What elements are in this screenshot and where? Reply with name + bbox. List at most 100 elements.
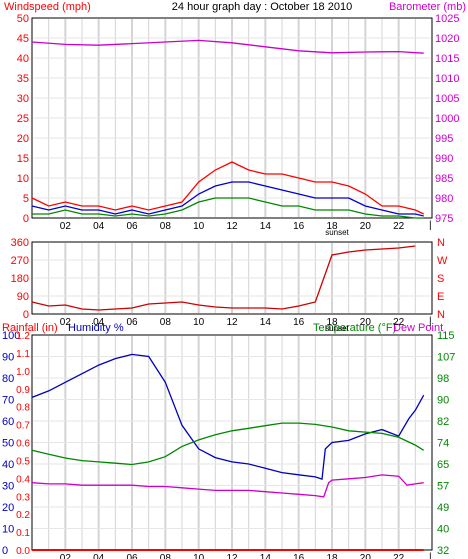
y-tick-label: 74 [437,438,449,450]
y-tick-label: 25 [17,113,29,125]
y-tick-label: 10 [17,173,29,185]
wind_avg-line [31,181,424,217]
y-tick-label: 1025 [435,13,459,25]
humidity-axis-label: Humidity % [68,322,124,334]
humidity-tick-label: 10 [2,524,14,536]
y-tick-label: 980 [435,193,453,205]
y-tick-label: 1005 [435,93,459,105]
graph-title: 24 hour graph day : October 18 2010 [172,1,352,13]
temperature-line [31,422,425,466]
y-tick-label: 115 [437,330,455,342]
x-tick-label: 20 [360,553,372,559]
x-tick-label: 08 [160,221,172,232]
x-tick-label: 14 [260,317,272,328]
x-tick-label: 02 [60,317,72,328]
y-tick-label: 1020 [435,33,459,45]
barometer-line [31,39,424,54]
wind_gust-line [31,161,424,215]
y-tick-label: 82 [437,416,449,428]
y-tick-label: 50 [17,13,29,25]
y-tick-label: 0 [23,309,29,321]
x-tick-label: 10 [193,317,205,328]
x-tick-label: 16 [293,221,305,232]
y-tick-label: 40 [437,524,449,536]
y-tick-label: 180 [11,273,29,285]
x-tick-label: 04 [93,553,105,559]
y-tick-label: 990 [435,153,453,165]
x-tick-label: 10 [193,221,205,232]
x-end-marker: | [429,552,432,559]
x-tick-label: 04 [93,221,105,232]
humidity-tick-label: 0 [2,545,8,557]
y-tick-label: 270 [11,255,29,267]
x-end-marker: | [429,220,432,231]
y-tick-label: 0 [23,213,29,225]
y-tick-label: N [437,309,445,321]
x-tick-label: 22 [393,553,405,559]
sunset-label: sunset [325,324,349,333]
rainfall-tick-label: 0.3 [16,492,30,503]
y-tick-label: 360 [11,237,29,249]
rainfall-tick-label: 0.1 [16,528,30,539]
y-tick-label: 49 [437,502,449,514]
y-tick-label: 107 [437,352,455,364]
y-tick-label: 975 [435,213,453,225]
y-tick-label: 15 [17,153,29,165]
x-tick-label: 18 [326,317,338,328]
y-tick-label: 20 [17,133,29,145]
y-tick-label: 98 [437,373,449,385]
x-tick-label: 14 [260,553,272,559]
temperature-axis-label: Temperature (°F) [313,322,396,334]
y-tick-label: 90 [17,291,29,303]
rainfall-tick-label: 0.8 [16,403,30,414]
x-tick-label: 16 [293,317,305,328]
y-tick-label: 35 [17,73,29,85]
y-tick-label: 65 [437,459,449,471]
rainfall-tick-label: 1.1 [16,349,30,360]
x-tick-label: 12 [226,553,238,559]
rainfall-axis-label: Rainfall (in) [2,322,58,334]
sunset-label: sunset [325,228,349,237]
humidity-tick-label: 40 [2,459,14,471]
windspeed-axis-label: Windspeed (mph) [4,1,91,13]
y-tick-label: 1000 [435,113,459,125]
humidity-tick-label: 90 [2,352,14,364]
barometer-axis-label: Barometer (mb) [389,1,466,13]
x-tick-label: 12 [226,317,238,328]
x-tick-label: 18 [326,221,338,232]
x-tick-label: 06 [126,221,138,232]
x-tick-label: 20 [360,317,372,328]
humidity-tick-label: 80 [2,373,14,385]
x-tick-label: 20 [360,221,372,232]
x-tick-label: 22 [393,221,405,232]
x-tick-label: 04 [93,317,105,328]
x-tick-label: 22 [393,317,405,328]
humidity-tick-label: 20 [2,502,14,514]
y-tick-label: 30 [17,93,29,105]
humidity-tick-label: 60 [2,416,14,428]
y-tick-label: 90 [437,395,449,407]
y-tick-label: 45 [17,33,29,45]
rainfall-tick-label: 1.0 [16,367,30,378]
rainfall-tick-label: 0.7 [16,421,30,432]
y-tick-label: 5 [23,193,29,205]
rainfall-tick-label: 0.6 [16,439,30,450]
rainfall-tick-label: 1.2 [16,331,30,342]
x-end-marker: | [429,316,432,327]
dewpoint-axis-label: Dew Point [393,322,443,334]
rainfall-tick-label: 0.4 [16,474,30,485]
y-tick-label: 995 [435,133,453,145]
rainfall-tick-label: 0.0 [16,546,30,557]
humidity-line [31,353,425,480]
humidity-tick-label: 70 [2,395,14,407]
humidity-tick-label: 50 [2,438,14,450]
y-tick-label: W [437,255,448,267]
humidity-tick-label: 30 [2,481,14,493]
y-tick-label: 57 [437,481,449,493]
y-tick-label: E [437,291,444,303]
y-tick-label: N [437,237,445,249]
y-tick-label: 1010 [435,73,459,85]
rainfall-tick-label: 0.9 [16,385,30,396]
x-tick-label: 06 [126,317,138,328]
x-tick-label: 14 [260,221,272,232]
